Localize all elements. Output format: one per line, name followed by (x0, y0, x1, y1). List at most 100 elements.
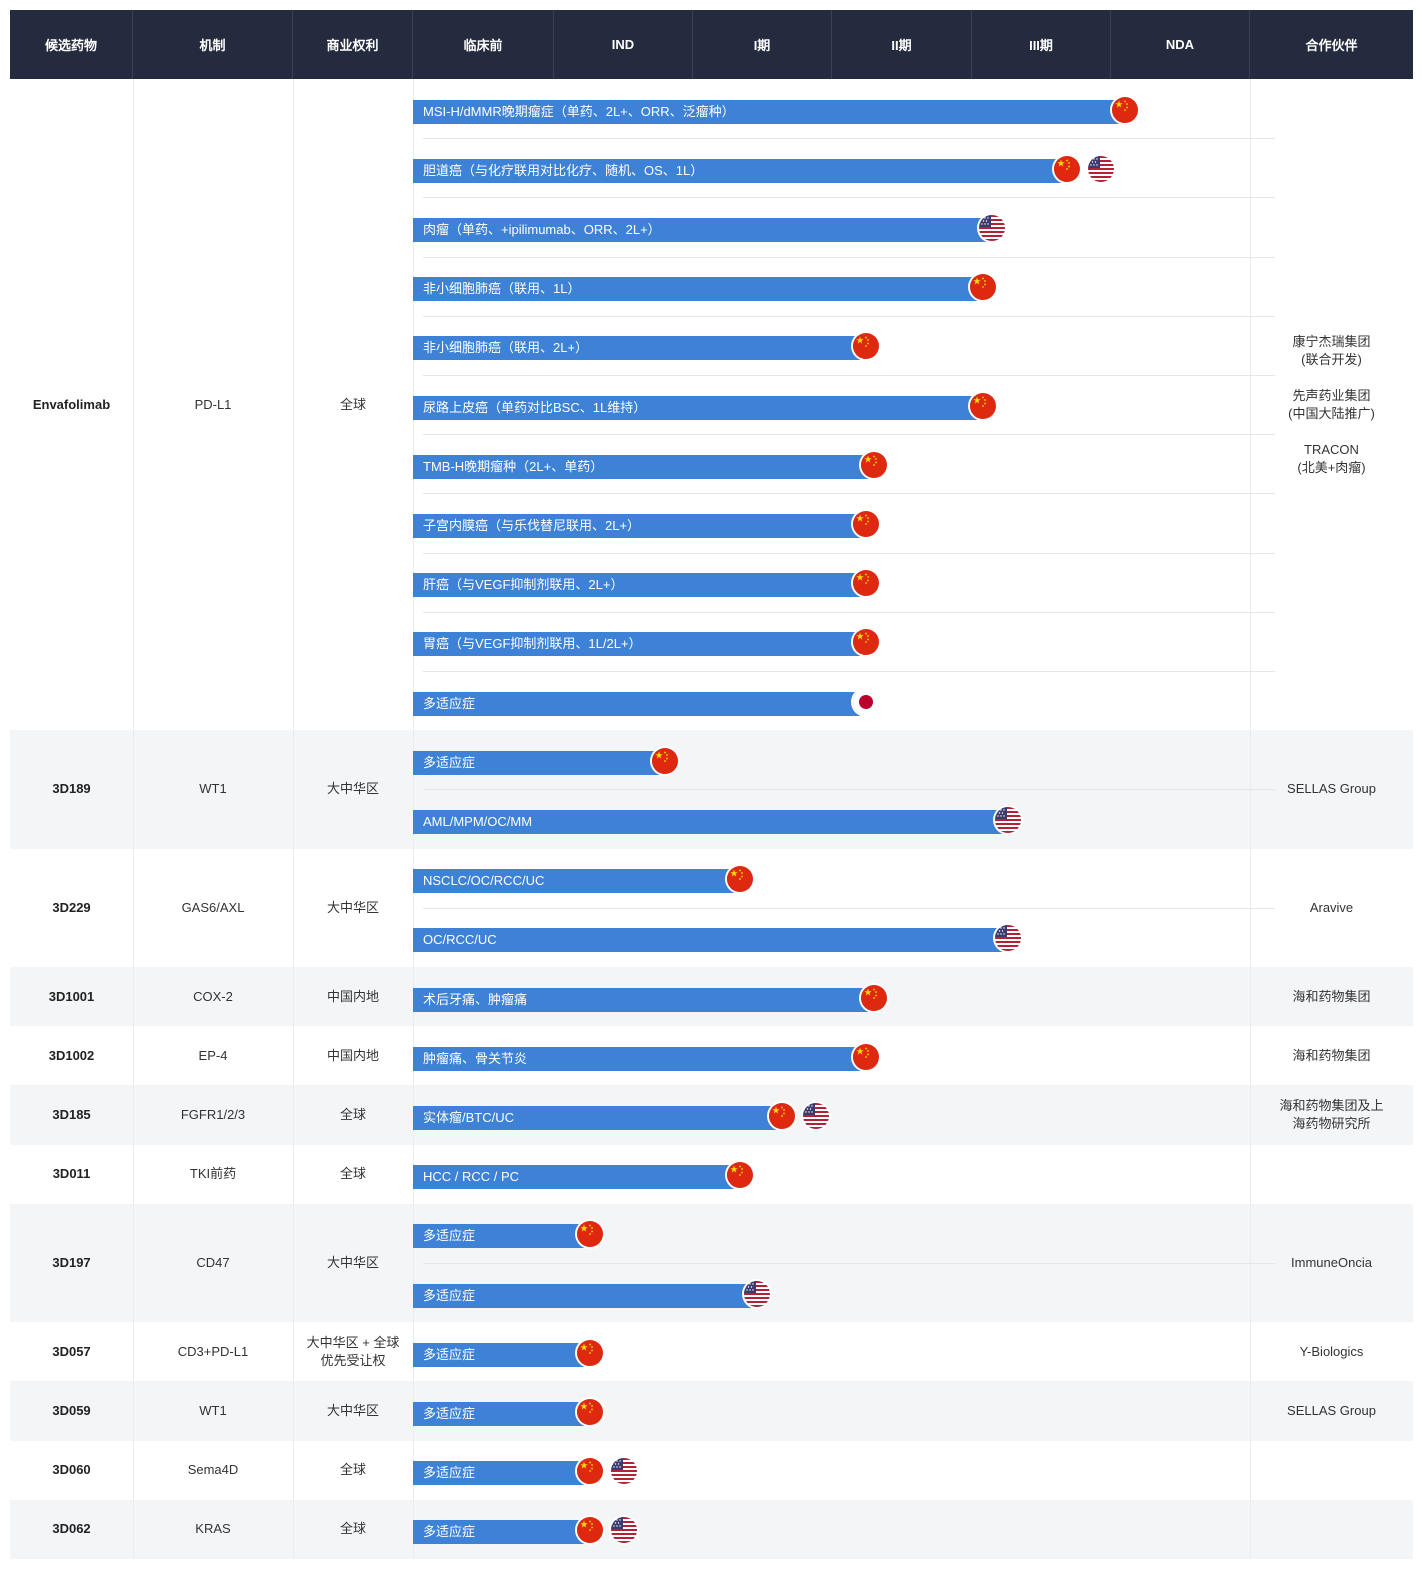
cn-flag-icon (853, 1043, 879, 1070)
column-divider (293, 730, 294, 849)
partner-cell (1250, 1145, 1413, 1204)
col-header-ind: IND (554, 10, 693, 79)
column-divider (133, 79, 134, 731)
column-divider (1250, 1144, 1251, 1204)
pipeline-progress-bar: 多适应症 (413, 750, 664, 775)
drug-name-cell: 3D229 (52, 899, 91, 915)
mechanism-cell: CD3+PD-L1 (177, 1343, 249, 1359)
cn-flag-icon (727, 866, 753, 893)
column-divider (133, 1203, 134, 1323)
program-row-divider (423, 493, 1275, 495)
cn-flag-icon (727, 1162, 753, 1189)
program-row-divider (423, 611, 1275, 613)
us-flag-icon (744, 1280, 770, 1307)
cn-flag-icon (853, 333, 879, 360)
program-row-divider (423, 197, 1275, 199)
column-divider (133, 1499, 134, 1559)
column-divider (293, 1026, 294, 1086)
col-header-nda: NDA (1111, 10, 1250, 79)
pipeline-progress-bar: 非小细胞肺癌（联用、2L+） (413, 336, 865, 361)
cn-flag-icon (970, 392, 996, 419)
column-divider (293, 967, 294, 1027)
column-divider (1250, 1026, 1251, 1086)
cn-flag-icon (577, 1517, 603, 1544)
cn-flag-icon (861, 451, 887, 478)
column-divider (413, 1203, 414, 1323)
mechanism-cell: TKI前药 (189, 1166, 237, 1182)
pipeline-progress-bar: 实体瘤/BTC/UC (413, 1106, 781, 1130)
col-header-phase2: II期 (832, 10, 972, 79)
column-divider (293, 79, 294, 731)
drug-name-cell: 3D197 (52, 1254, 91, 1270)
pipeline-progress-bar: 术后牙痛、肿瘤痛 (413, 987, 873, 1012)
column-divider (133, 1381, 134, 1441)
partner-cell (1250, 1500, 1413, 1559)
mechanism-cell: PD-L1 (194, 396, 232, 412)
rights-cell: 大中华区 (326, 1402, 379, 1418)
drug-name-cell: 3D059 (52, 1402, 91, 1418)
program-row-divider (423, 1263, 1275, 1264)
col-header-candidate: 候选药物 (10, 10, 133, 79)
mechanism-cell: CD47 (196, 1254, 230, 1270)
program-row-divider (423, 315, 1275, 317)
column-divider (293, 1322, 294, 1382)
pipeline-progress-bar: 多适应症 (413, 1402, 589, 1426)
pipeline-progress-bar: OC/RCC/UC (413, 928, 1007, 953)
program-row-divider (423, 907, 1275, 909)
column-divider (293, 1144, 294, 1204)
rights-cell: 大中华区 (326, 1254, 379, 1270)
us-flag-icon (611, 1517, 637, 1544)
column-divider (293, 1499, 294, 1559)
column-divider (293, 848, 294, 967)
program-row-divider (423, 671, 1275, 672)
cn-flag-icon (970, 274, 996, 301)
column-divider (293, 1381, 294, 1441)
column-divider (1250, 1499, 1251, 1559)
column-divider (1250, 1381, 1251, 1441)
program-row-divider (423, 256, 1275, 258)
table-header: 候选药物 机制 商业权利 临床前 IND I期 II期 III期 NDA 合作伙… (10, 10, 1413, 79)
rights-cell: 全球 (339, 1521, 366, 1537)
pipeline-progress-bar: 尿路上皮癌（单药对比BSC、1L维持） (413, 395, 982, 420)
mechanism-cell: GAS6/AXL (181, 899, 245, 915)
drug-name-cell: 3D062 (52, 1521, 91, 1537)
col-header-partner: 合作伙伴 (1305, 38, 1358, 53)
column-divider (1250, 1203, 1251, 1323)
us-flag-icon (1088, 155, 1114, 182)
column-divider (1250, 1322, 1251, 1382)
rights-cell: 大中华区 + 全球 优先受让权 (306, 1334, 400, 1368)
column-divider (413, 848, 414, 967)
program-row-divider (423, 434, 1275, 436)
cn-flag-icon (577, 1399, 603, 1425)
drug-name-cell: 3D060 (52, 1462, 91, 1478)
mechanism-cell: WT1 (199, 1402, 227, 1418)
column-divider (133, 967, 134, 1027)
rights-cell: 全球 (339, 396, 366, 412)
pipeline-progress-bar: 肉瘤（单药、+ipilimumab、ORR、2L+） (413, 218, 991, 242)
column-divider (1250, 1440, 1251, 1500)
pipeline-progress-bar: 多适应症 (413, 1520, 589, 1545)
col-header-phase3: III期 (972, 10, 1111, 79)
cn-flag-icon (769, 1103, 795, 1129)
partner-cell: Y-Biologics (1299, 1343, 1364, 1359)
partner-cell: 海和药物集团及上 海药物研究所 (1279, 1097, 1384, 1131)
mechanism-cell: COX-2 (193, 988, 233, 1004)
column-divider (293, 1085, 294, 1145)
column-divider (133, 848, 134, 967)
drug-name-cell: 3D185 (52, 1106, 91, 1122)
us-flag-icon (611, 1458, 637, 1485)
rights-cell: 全球 (339, 1166, 366, 1182)
col-header-mechanism: 机制 (133, 10, 293, 79)
cn-flag-icon (853, 629, 879, 656)
pipeline-progress-bar: 非小细胞肺癌（联用、1L） (413, 277, 982, 302)
rights-cell: 全球 (339, 1106, 366, 1122)
partner-cell: SELLAS Group (1287, 781, 1376, 797)
col-header-phase1: I期 (693, 10, 832, 79)
col-header-preclinical: 临床前 (413, 10, 554, 79)
column-divider (133, 1085, 134, 1145)
drug-name-cell: 3D189 (52, 781, 91, 797)
pipeline-group-row (10, 1499, 1413, 1559)
partner-cell: 海和药物集团 (1292, 988, 1371, 1004)
pipeline-progress-bar: MSI-H/dMMR晚期瘤症（单药、2L+、ORR、泛瘤种） (413, 99, 1124, 124)
us-flag-icon (979, 215, 1005, 241)
